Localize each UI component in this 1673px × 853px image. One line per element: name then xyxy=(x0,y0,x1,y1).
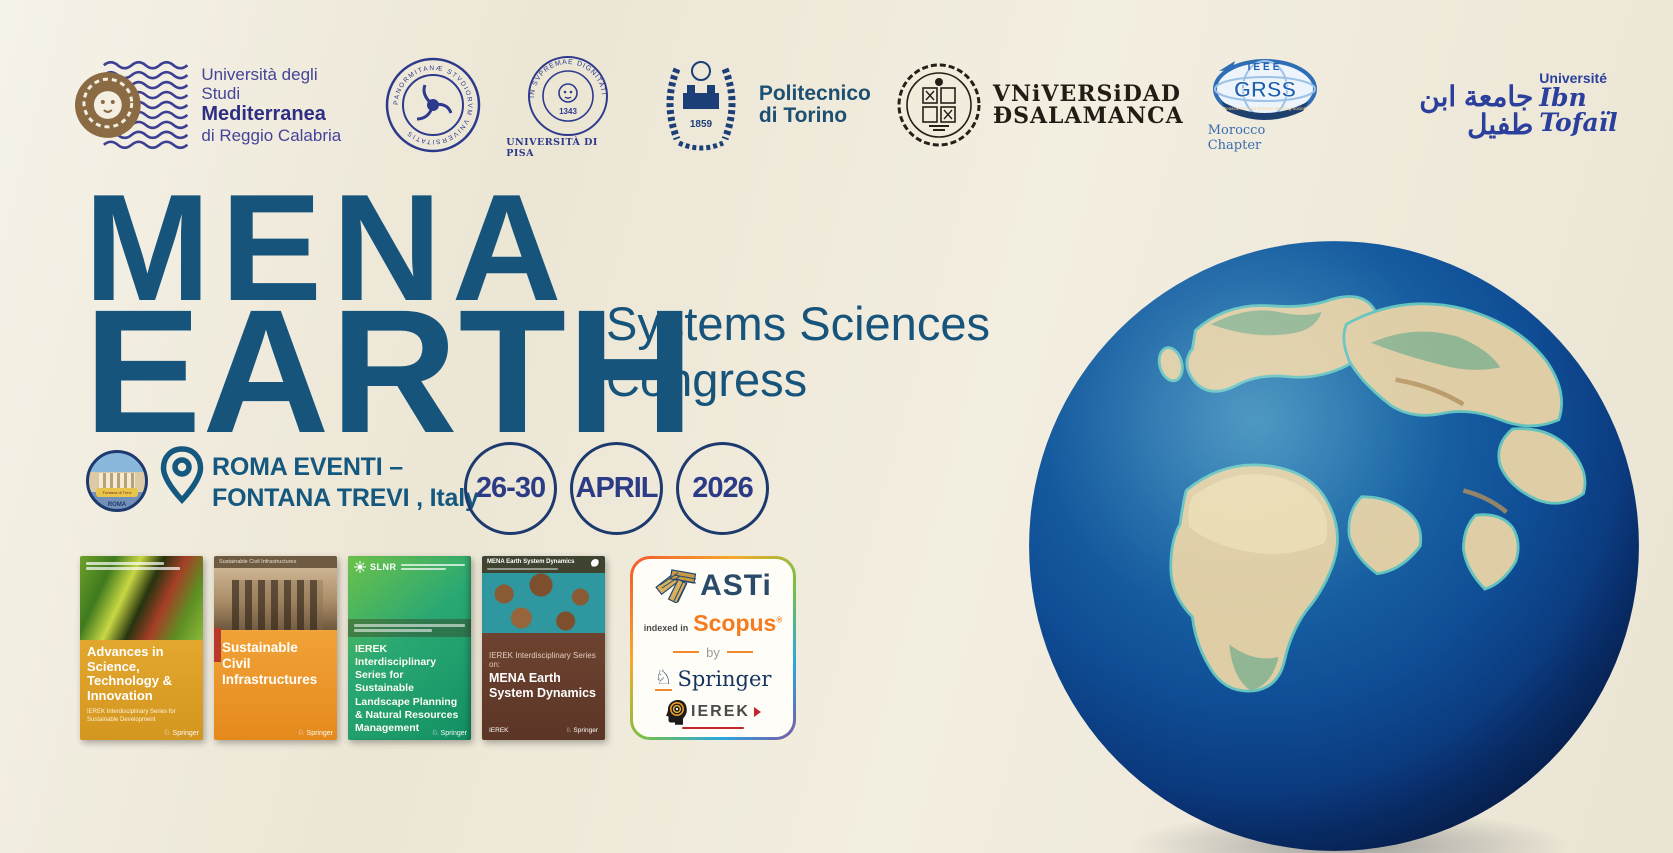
by-label: by xyxy=(706,644,720,660)
book-cover-mena: MENA Earth System Dynamics IEREK Interdi… xyxy=(482,556,605,740)
subtitle-line1: Systems Sciences xyxy=(606,297,990,350)
ierek-arrow-icon xyxy=(753,706,761,717)
book2-header: Sustainable Civil Infrastructures xyxy=(214,556,337,568)
earth-globe-image xyxy=(1029,241,1639,851)
title-mena: MENA xyxy=(84,163,572,333)
book2-title: Sustainable Civil Infrastructures xyxy=(222,640,318,688)
trevi-banner-label: Fontana di Trevi xyxy=(96,488,138,497)
book1-title: Advances in Science, Technology & Innova… xyxy=(87,644,172,703)
mediterranea-line1: Università degli Studi xyxy=(201,65,318,104)
trevi-city-label: ROMA xyxy=(107,502,127,508)
springer-knight-icon: ♘ xyxy=(431,728,439,737)
mediterranea-line3: di Reggio Calabria xyxy=(201,125,342,145)
book3-series-logo: SLNR xyxy=(370,562,397,572)
grss-society-text: Geoscience and Remote Sensing Society xyxy=(1223,106,1308,111)
scopus-label: Scopus® xyxy=(693,610,783,637)
logo-pisa: IN SVPREMAE DIGNITATIS 1343 UNIVERSITÀ D… xyxy=(506,52,629,159)
date-month-circle: APRIL xyxy=(570,442,663,535)
book1-cover-art xyxy=(80,556,203,640)
palermo-seal-icon: PANORMITANÆ STVDIORVM VNIVERSITATIS xyxy=(385,57,481,153)
venue-line1: ROMA EVENTI – xyxy=(212,453,403,481)
asti-books-icon xyxy=(655,569,697,603)
grss-chapter-text: Morocco Chapter xyxy=(1207,123,1266,153)
date-year-circle: 2026 xyxy=(676,442,769,535)
trevi-fountain-badge: Fontana di Trevi ROMA xyxy=(86,450,148,512)
ierek-logo: IEREK xyxy=(665,699,761,729)
grss-globe-icon: IEEE GRSS Geoscience and Remote Sensing … xyxy=(1213,59,1318,120)
grss-acronym-text: GRSS xyxy=(1234,77,1296,102)
asti-indexing-badge: ASTi indexed in Scopus® by ♘ Springer xyxy=(630,556,796,740)
book4-publisher-left: IEREK xyxy=(489,726,509,734)
book4-publisher: ♘ Springer xyxy=(565,727,598,734)
location-pin-icon xyxy=(160,446,204,504)
book2-publisher: ♘ Springer xyxy=(297,728,333,737)
book2-cover-art xyxy=(214,568,337,630)
pisa-seal-icon: IN SVPREMAE DIGNITATIS 1343 xyxy=(525,52,608,136)
book1-series: IEREK Interdisciplinary Series for Susta… xyxy=(87,709,176,723)
slnr-sun-icon xyxy=(354,561,366,573)
book4-cover-art xyxy=(482,573,605,634)
logo-grss: IEEE GRSS Geoscience and Remote Sensing … xyxy=(1208,57,1323,153)
book4-header: MENA Earth System Dynamics xyxy=(487,559,575,565)
venue-text: ROMA EVENTI – FONTANA TREVI , Italy xyxy=(212,452,479,514)
title-earth: EARTH xyxy=(84,274,696,470)
logo-ibn-tofail: جامعة ابن طفيل Université Ibn Tofaïl xyxy=(1346,71,1673,139)
logo-salamanca: VNiVERSiDAD ÐSALAMANCA xyxy=(895,58,1184,152)
title-subtitle: Systems Sciences Congress xyxy=(606,296,990,409)
ibn-tofail-arabic: جامعة ابن طفيل xyxy=(1419,81,1534,140)
ierek-name: IEREK xyxy=(691,702,750,720)
book-cover-sci: Sustainable Civil Infrastructures Sustai… xyxy=(214,556,337,740)
book2-accent-stripe xyxy=(214,628,221,662)
book3-publisher: ♘ Springer xyxy=(431,728,467,737)
subtitle-line2: Congress xyxy=(606,353,808,407)
by-divider: by xyxy=(673,645,753,660)
springer-knight-icon: ♘ xyxy=(163,728,171,737)
springer-name: Springer xyxy=(677,667,772,692)
book-cover-asti: Advances in Science, Technology & Innova… xyxy=(80,556,203,740)
salamanca-line2: ÐSALAMANCA xyxy=(992,103,1184,129)
ierek-tagline-bar xyxy=(682,726,744,729)
polito-year: 1859 xyxy=(690,119,713,130)
partner-logos-row: Università degli Studi Mediterranea di R… xyxy=(74,50,1673,160)
indexed-in-label: indexed in xyxy=(643,623,689,634)
book-cover-slnr: SLNR IEREK Interdisciplinary Series for … xyxy=(348,556,471,740)
springer-knight-icon: ♘ xyxy=(654,666,673,691)
date-circles: 26-30 APRIL 2026 xyxy=(464,442,769,535)
book4-title: MENA Earth System Dynamics xyxy=(489,671,597,701)
scopus-registered-mark: ® xyxy=(776,615,783,625)
polito-line2: di Torino xyxy=(758,104,848,127)
ierek-head-icon xyxy=(666,699,687,725)
mediterranea-line2: Mediterranea xyxy=(201,103,326,126)
asti-name: ASTi xyxy=(700,569,772,602)
venue-line2: FONTANA TREVI , Italy xyxy=(212,484,479,512)
polito-line1: Politecnico xyxy=(758,81,871,105)
salamanca-seal-icon xyxy=(897,63,981,147)
springer-knight-icon: ♘ xyxy=(297,728,305,737)
logo-unimediterranea: Università degli Studi Mediterranea di R… xyxy=(74,57,360,153)
date-day-circle: 26-30 xyxy=(464,442,557,535)
book-covers-shelf: Advances in Science, Technology & Innova… xyxy=(80,556,796,740)
salamanca-line1: VNiVERSiDAD xyxy=(992,80,1182,107)
ibn-tofail-line2: Ibn Tofaïl xyxy=(1539,83,1618,137)
book3-authors-band xyxy=(348,619,471,637)
book1-publisher: ♘ Springer xyxy=(163,728,199,737)
polito-wreath-icon: 1859 xyxy=(666,61,736,151)
book3-title: IEREK Interdisciplinary Series for Susta… xyxy=(355,643,459,734)
pisa-caption: UNIVERSITÀ DI PISA xyxy=(506,136,598,159)
book4-series-label: IEREK Interdisciplinary Series on: xyxy=(489,651,596,670)
springer-knight-icon: ♘ xyxy=(565,727,572,734)
globe-icon xyxy=(591,559,600,568)
springer-logo: ♘ Springer xyxy=(654,666,772,692)
logo-palermo-seal: PANORMITANÆ STVDIORVM VNIVERSITATIS xyxy=(384,56,482,154)
mediterranea-lion-icon xyxy=(74,60,189,150)
pisa-year: 1343 xyxy=(559,107,577,116)
grss-ieee-text: IEEE xyxy=(1248,62,1283,73)
ibn-tofail-line1: Université xyxy=(1539,70,1607,86)
logo-polito: 1859 Politecnico di Torino xyxy=(653,55,871,155)
